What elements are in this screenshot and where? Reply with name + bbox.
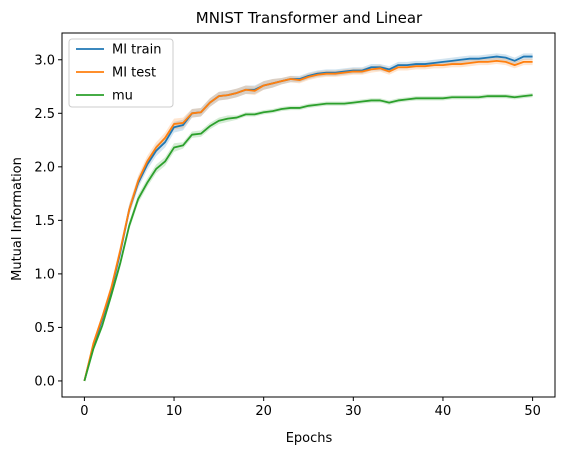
y-axis-label: Mutual Information xyxy=(10,157,25,281)
legend-label: MI test xyxy=(112,66,156,81)
plot-frame xyxy=(61,32,556,398)
x-tick-label: 40 xyxy=(435,404,452,419)
y-tick-label: 2.5 xyxy=(34,107,55,122)
x-tick-label: 10 xyxy=(166,404,183,419)
chart-title: MNIST Transformer and Linear xyxy=(196,9,423,27)
legend-label: mu xyxy=(112,89,133,104)
x-tick-label: 20 xyxy=(255,404,272,419)
y-tick-label: 0.5 xyxy=(34,321,55,336)
x-axis-ticks: 0 10 20 30 40 50 xyxy=(80,397,541,419)
legend-box xyxy=(68,38,174,108)
legend-label: MI train xyxy=(112,43,161,58)
band-2 xyxy=(84,92,533,381)
x-tick-label: 50 xyxy=(524,404,541,419)
x-tick-label: 0 xyxy=(80,404,88,419)
y-tick-label: 1.5 xyxy=(34,214,55,229)
x-tick-label: 30 xyxy=(345,404,362,419)
series-line-0 xyxy=(83,55,533,382)
series-lines xyxy=(83,55,533,382)
series-line-1 xyxy=(83,59,533,382)
series-line-2 xyxy=(83,94,533,382)
y-tick-label: 1.0 xyxy=(34,267,55,282)
y-axis-ticks: 0.0 0.5 1.0 1.5 2.0 2.5 3.0 xyxy=(34,53,62,389)
y-tick-label: 3.0 xyxy=(34,53,55,68)
y-tick-label: 2.0 xyxy=(34,160,55,175)
y-tick-label: 0.0 xyxy=(34,374,55,389)
x-axis-label: Epochs xyxy=(286,431,333,446)
legend: MI train MI test mu xyxy=(68,38,174,108)
